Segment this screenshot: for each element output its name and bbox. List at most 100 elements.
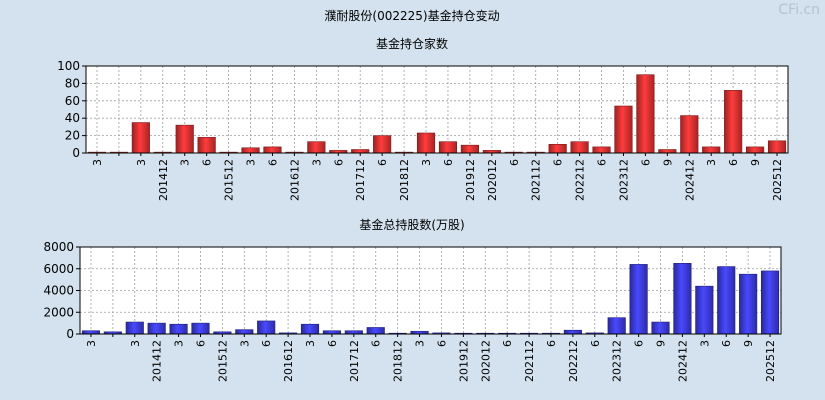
chart2-xtick-label: 3 — [129, 340, 142, 347]
chart2-ytick-label: 2000 — [43, 305, 74, 319]
chart2-bar — [169, 323, 188, 335]
chart2-xtick-label: 9 — [742, 340, 755, 347]
chart2-title: 基金总持股数(万股) — [359, 217, 464, 232]
chart2-xtick-label: 3 — [698, 340, 711, 347]
chart2-xtick-label: 202012 — [479, 340, 492, 382]
chart2-xtick-label: 3 — [85, 340, 98, 347]
chart1-bar — [241, 147, 260, 154]
chart1-xtick-label: 202212 — [574, 159, 587, 201]
chart1-ytick-label: 0 — [72, 146, 80, 160]
chart1-bar — [175, 124, 194, 154]
chart1-plot: 0 20 40 60 80 100 3 3 201412 3 6 201512 3 6 201612 3 6 20… — [57, 59, 789, 201]
chart1-bar — [592, 146, 611, 154]
chart1-xtick-label: 202112 — [530, 159, 543, 201]
chart2-bar — [629, 264, 648, 335]
chart2-bar — [760, 270, 780, 335]
chart1-xtick-label: 201912 — [464, 159, 477, 201]
chart1-xtick-label: 202012 — [486, 159, 499, 201]
chart2-xtick-label: 202412 — [676, 340, 689, 382]
chart2-xtick-label: 201512 — [216, 340, 229, 382]
chart1-xtick-label: 9 — [661, 159, 674, 166]
chart1-xtick-label: 6 — [727, 159, 740, 166]
chart2-bar — [300, 323, 320, 335]
chart2-xtick-label: 6 — [545, 340, 558, 347]
chart2-xtick-label: 201612 — [282, 340, 295, 382]
chart1-bar — [438, 141, 458, 154]
chart1-ytick-label: 60 — [65, 94, 80, 108]
chart2-xtick-label: 6 — [435, 340, 448, 347]
chart2-bar — [257, 320, 276, 335]
chart1-bar — [373, 135, 392, 154]
chart1-xtick-label: 201512 — [223, 159, 236, 201]
chart2-xtick-label: 201712 — [348, 340, 361, 382]
chart2-ytick-label: 4000 — [43, 284, 74, 298]
chart2-bar — [125, 321, 144, 335]
chart1-xtick-label: 9 — [749, 159, 762, 166]
chart2-xtick-label: 6 — [633, 340, 646, 347]
chart1-bar — [351, 149, 370, 154]
chart2-xtick-label: 6 — [720, 340, 733, 347]
chart1-bar — [570, 141, 589, 154]
chart1-bar — [263, 146, 282, 154]
chart1-bar — [724, 90, 743, 154]
chart1-xtick-label: 3 — [91, 159, 104, 166]
chart1-bar — [307, 141, 326, 154]
chart2-plot: 0 2000 4000 6000 8000 3 3 201412 3 6 201512 3 6 20161… — [43, 240, 782, 382]
chart2-ytick-label: 0 — [66, 327, 74, 341]
chart2-xtick-label: 6 — [370, 340, 383, 347]
chart1-xtick-label: 201812 — [398, 159, 411, 201]
chart2-bar — [563, 329, 582, 335]
chart1-xtick-label: 202412 — [683, 159, 696, 201]
watermark: CFi.cn — [778, 2, 820, 18]
chart1-bar — [416, 132, 436, 154]
chart1-bar — [746, 146, 765, 154]
chart1-xtick-label: 6 — [639, 159, 652, 166]
chart1-bar — [658, 149, 677, 154]
chart1-xtick-label: 202312 — [617, 159, 630, 201]
chart1-bar — [131, 122, 150, 154]
chart2-bar — [695, 285, 714, 335]
chart2-xtick-label: 201812 — [392, 340, 405, 382]
chart1-xtick-label: 201712 — [354, 159, 367, 201]
chart2-ytick-label: 6000 — [43, 262, 74, 276]
chart2-xtick-label: 3 — [173, 340, 186, 347]
chart2-bar — [717, 266, 736, 335]
chart2-xtick-label: 6 — [501, 340, 514, 347]
chart1-bar — [197, 137, 216, 154]
chart2-bar — [366, 327, 385, 335]
chart2-bar — [673, 263, 692, 335]
chart2-bar — [739, 273, 758, 335]
chart1-xtick-label: 201412 — [157, 159, 170, 201]
chart2-xtick-label: 3 — [414, 340, 427, 347]
chart1-xtick-label: 3 — [179, 159, 192, 166]
chart2-xtick-label: 202312 — [611, 340, 624, 382]
chart2-xtick-label: 3 — [304, 340, 317, 347]
chart1-xtick-label: 201612 — [288, 159, 301, 201]
chart1-xtick-label: 3 — [135, 159, 148, 166]
chart1-bar — [680, 115, 699, 154]
page-title: 濮耐股份(002225)基金持仓变动 — [324, 8, 499, 23]
chart1-xtick-label: 3 — [245, 159, 258, 166]
chart1-ytick-label: 20 — [65, 129, 80, 143]
chart1-bar — [767, 140, 787, 154]
chart1-frame — [85, 65, 789, 154]
chart2-xtick-label: 202512 — [764, 340, 777, 382]
chart1-bar — [614, 105, 633, 154]
chart1-ytick-label: 40 — [65, 111, 80, 125]
chart1-bar — [636, 74, 655, 154]
chart2-bar — [651, 321, 670, 335]
chart2-xtick-label: 6 — [589, 340, 602, 347]
chart2-bar — [191, 322, 210, 335]
chart2-bar — [607, 317, 626, 335]
chart1-xtick-label: 202512 — [771, 159, 784, 201]
chart2-frame — [79, 246, 782, 335]
chart1-xtick-label: 6 — [508, 159, 521, 166]
chart2-xtick-label: 6 — [326, 340, 339, 347]
chart2-xtick-label: 3 — [238, 340, 251, 347]
chart1-xtick-label: 6 — [442, 159, 455, 166]
chart1-ytick-label: 100 — [57, 59, 80, 73]
chart1-bar — [460, 144, 479, 154]
chart2-xtick-label: 201912 — [457, 340, 470, 382]
